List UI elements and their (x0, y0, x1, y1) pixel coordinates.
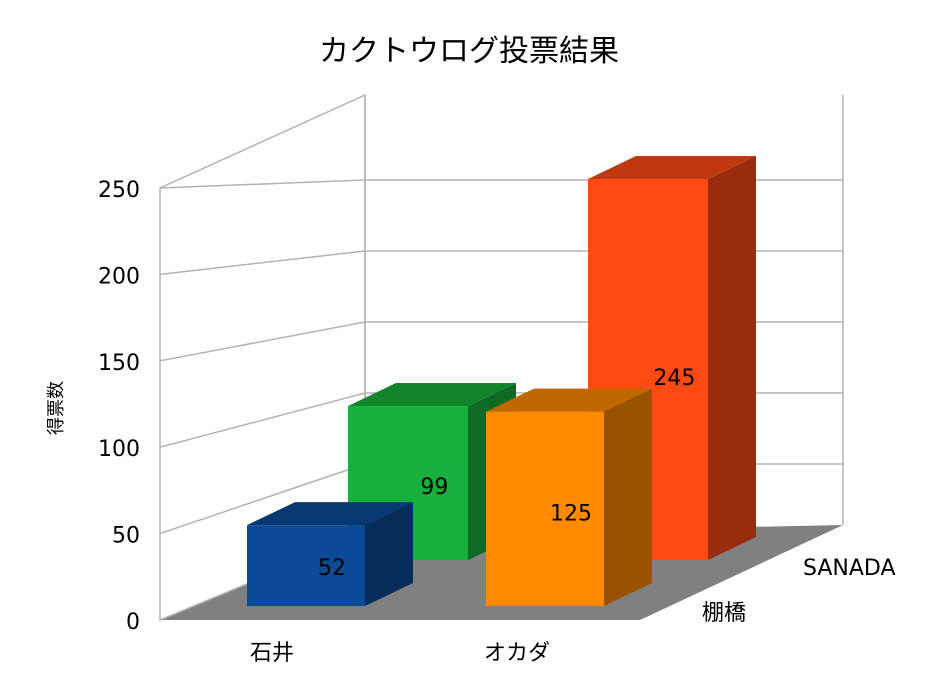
y-tick-label: 200 (98, 264, 140, 289)
gridline-side (159, 392, 366, 448)
category-label: 石井 (250, 641, 294, 666)
bar-3-top (588, 155, 756, 179)
y-tick-label: 150 (98, 351, 140, 376)
bar-0-front (247, 525, 365, 606)
gridline-side (159, 463, 366, 535)
data-label: 99 (420, 475, 448, 500)
chart-title: カクトウログ投票結果 (319, 34, 619, 69)
gridline-side (159, 179, 366, 189)
data-label: 52 (318, 556, 346, 581)
gridline-side (159, 321, 366, 362)
bar-2-top (486, 388, 652, 412)
data-label: 125 (550, 502, 592, 527)
y-tick-label: 50 (112, 524, 140, 549)
bar-2-side (604, 388, 652, 606)
category-label: SANADA (803, 556, 896, 581)
y-tick-label: 100 (98, 437, 140, 462)
bar-3-side (708, 155, 756, 560)
category-label: オカダ (484, 641, 550, 666)
bar-0-top (247, 502, 413, 526)
bar-2-front (486, 411, 604, 606)
y-tick-label: 0 (126, 610, 140, 635)
bar-1-top (348, 383, 516, 407)
gridline-side (159, 250, 366, 276)
data-label: 245 (653, 366, 695, 391)
category-label: 棚橋 (702, 601, 746, 626)
bar-0-side (365, 502, 413, 606)
y-tick-label: 250 (98, 178, 140, 203)
